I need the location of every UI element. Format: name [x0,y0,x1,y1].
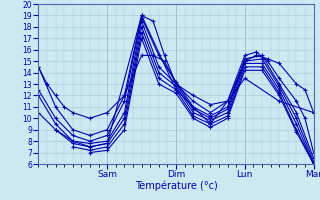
X-axis label: Température (°c): Température (°c) [135,181,217,191]
